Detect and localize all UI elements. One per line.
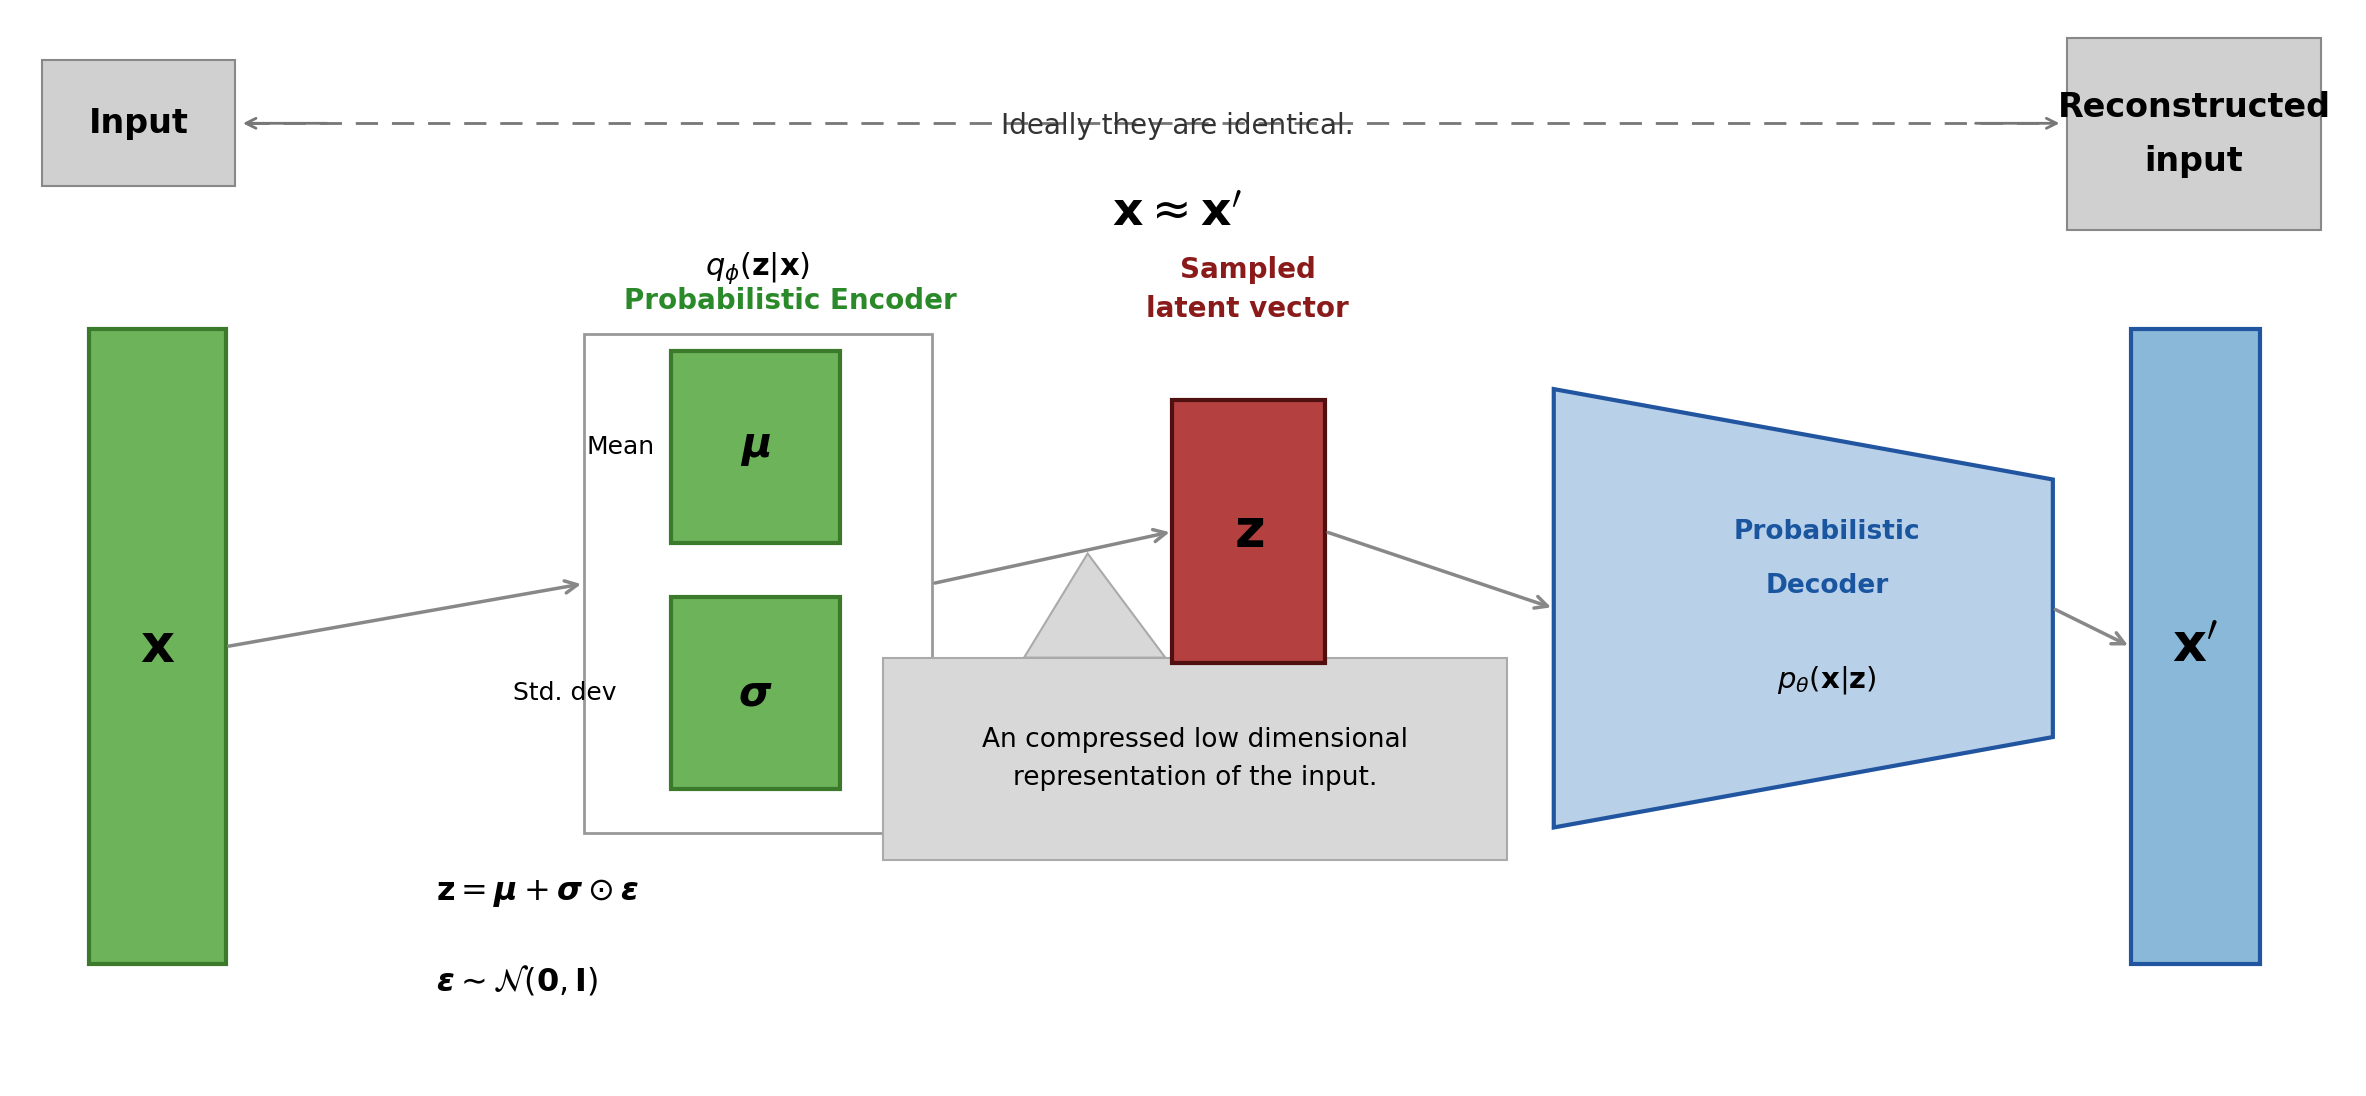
FancyBboxPatch shape: [672, 597, 840, 789]
FancyBboxPatch shape: [672, 351, 840, 543]
Text: Mean: Mean: [587, 435, 655, 459]
Text: Std. dev: Std. dev: [513, 681, 618, 705]
Text: $\boldsymbol{\epsilon} \sim \mathcal{N}(\mathbf{0}, \mathbf{I})$: $\boldsymbol{\epsilon} \sim \mathcal{N}(…: [435, 963, 599, 998]
Text: Ideally they are identical.: Ideally they are identical.: [1001, 112, 1353, 140]
Text: An compressed low dimensional
representation of the input.: An compressed low dimensional representa…: [982, 727, 1408, 791]
Text: Decoder: Decoder: [1765, 573, 1888, 600]
Text: $\mathbf{z}$: $\mathbf{z}$: [1233, 505, 1263, 558]
FancyBboxPatch shape: [2068, 38, 2321, 230]
Text: $q_\phi(\mathbf{z}|\mathbf{x})$: $q_\phi(\mathbf{z}|\mathbf{x})$: [705, 251, 812, 286]
Text: $\boldsymbol{\sigma}$: $\boldsymbol{\sigma}$: [738, 672, 774, 715]
Text: Input: Input: [90, 106, 189, 140]
Text: Reconstructed
input: Reconstructed input: [2058, 91, 2331, 178]
Text: Sampled
latent vector: Sampled latent vector: [1148, 256, 1349, 323]
FancyBboxPatch shape: [1174, 400, 1325, 663]
Text: Probabilistic Encoder: Probabilistic Encoder: [625, 287, 956, 316]
FancyBboxPatch shape: [43, 60, 237, 186]
Text: $p_\theta(\mathbf{x}|\mathbf{z})$: $p_\theta(\mathbf{x}|\mathbf{z})$: [1777, 663, 1876, 696]
Text: $\mathbf{x} \approx \mathbf{x}'$: $\mathbf{x} \approx \mathbf{x}'$: [1112, 191, 1242, 237]
Text: Probabilistic: Probabilistic: [1734, 518, 1921, 545]
Text: $\mathbf{x}'$: $\mathbf{x}'$: [2172, 620, 2219, 673]
Text: $\boldsymbol{\mu}$: $\boldsymbol{\mu}$: [741, 425, 771, 468]
Polygon shape: [1024, 553, 1166, 658]
FancyBboxPatch shape: [90, 329, 227, 964]
Text: $\mathbf{z} = \boldsymbol{\mu} + \boldsymbol{\sigma} \odot \boldsymbol{\epsilon}: $\mathbf{z} = \boldsymbol{\mu} + \boldsy…: [435, 877, 639, 910]
Text: $\mathbf{x}$: $\mathbf{x}$: [140, 620, 175, 673]
FancyBboxPatch shape: [2129, 329, 2260, 964]
Polygon shape: [1554, 389, 2054, 827]
FancyBboxPatch shape: [883, 658, 1507, 860]
